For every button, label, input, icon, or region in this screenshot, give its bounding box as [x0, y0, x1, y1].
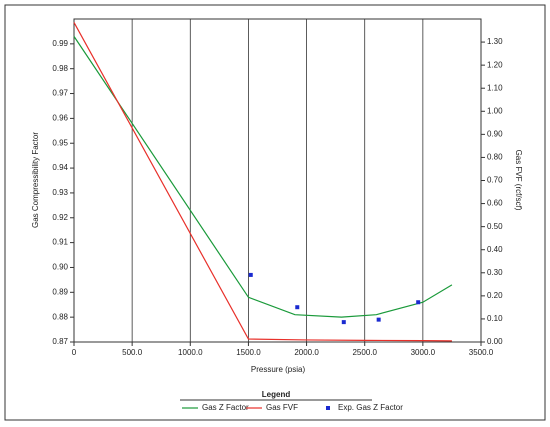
y-axis-label: Gas Compressibility Factor [31, 132, 40, 228]
x-tick-label: 3500.0 [469, 348, 494, 357]
y2-tick-label: 0.50 [487, 222, 503, 231]
data-point [248, 272, 253, 277]
y2-tick-label: 1.20 [487, 60, 503, 69]
y-tick-label: 0.94 [52, 163, 68, 172]
y-tick-label: 0.98 [52, 64, 68, 73]
y2-tick-label: 1.00 [487, 106, 503, 115]
y-tick-label: 0.90 [52, 263, 68, 272]
data-line [73, 36, 453, 318]
y2-axis-label: Gas FVF (rcf/scf) [514, 150, 523, 211]
y2-tick-label: 0.20 [487, 291, 503, 300]
legend-title: Legend [262, 390, 291, 399]
data-line [73, 22, 452, 342]
legend-label: Gas Z Factor [202, 403, 249, 412]
y-tick-label: 0.97 [52, 89, 68, 98]
frame [4, 4, 546, 421]
y-tick-label: 0.93 [52, 188, 68, 197]
data-point [376, 317, 381, 322]
data-point [295, 305, 300, 310]
y-tick-label: 0.89 [52, 287, 68, 296]
legend-label: Exp. Gas Z Factor [338, 403, 403, 412]
y-tick-label: 0.96 [52, 113, 68, 122]
y2-tick-label: 0.70 [487, 176, 503, 185]
x-tick-label: 2000.0 [294, 348, 319, 357]
legend-label: Gas FVF [266, 403, 298, 412]
y2-tick-label: 0.10 [487, 314, 503, 323]
plot-area [73, 18, 482, 343]
data-point [416, 300, 421, 305]
y-tick-label: 0.88 [52, 312, 68, 321]
y-tick-label: 0.99 [52, 39, 68, 48]
y-tick-label: 0.91 [52, 238, 68, 247]
x-tick-label: 0 [72, 348, 77, 357]
x-tick-label: 1500.0 [236, 348, 261, 357]
y2-tick-label: 0.40 [487, 245, 503, 254]
y2-tick-label: 0.60 [487, 199, 503, 208]
y2-tick-label: 0.00 [487, 337, 503, 346]
y-tick-label: 0.92 [52, 213, 68, 222]
x-axis-label: Pressure (psia) [251, 365, 306, 374]
legend-swatch [326, 406, 330, 410]
y2-tick-label: 0.30 [487, 268, 503, 277]
x-tick-label: 2500.0 [352, 348, 377, 357]
y-tick-label: 0.87 [52, 337, 68, 346]
y2-tick-label: 1.30 [487, 37, 503, 46]
x-tick-label: 1000.0 [178, 348, 203, 357]
y2-tick-label: 1.10 [487, 83, 503, 92]
y2-tick-label: 0.90 [487, 129, 503, 138]
y2-tick-label: 0.80 [487, 153, 503, 162]
x-tick-label: 3000.0 [411, 348, 436, 357]
data-point [341, 320, 346, 325]
y-tick-label: 0.95 [52, 138, 68, 147]
x-tick-label: 500.0 [122, 348, 143, 357]
